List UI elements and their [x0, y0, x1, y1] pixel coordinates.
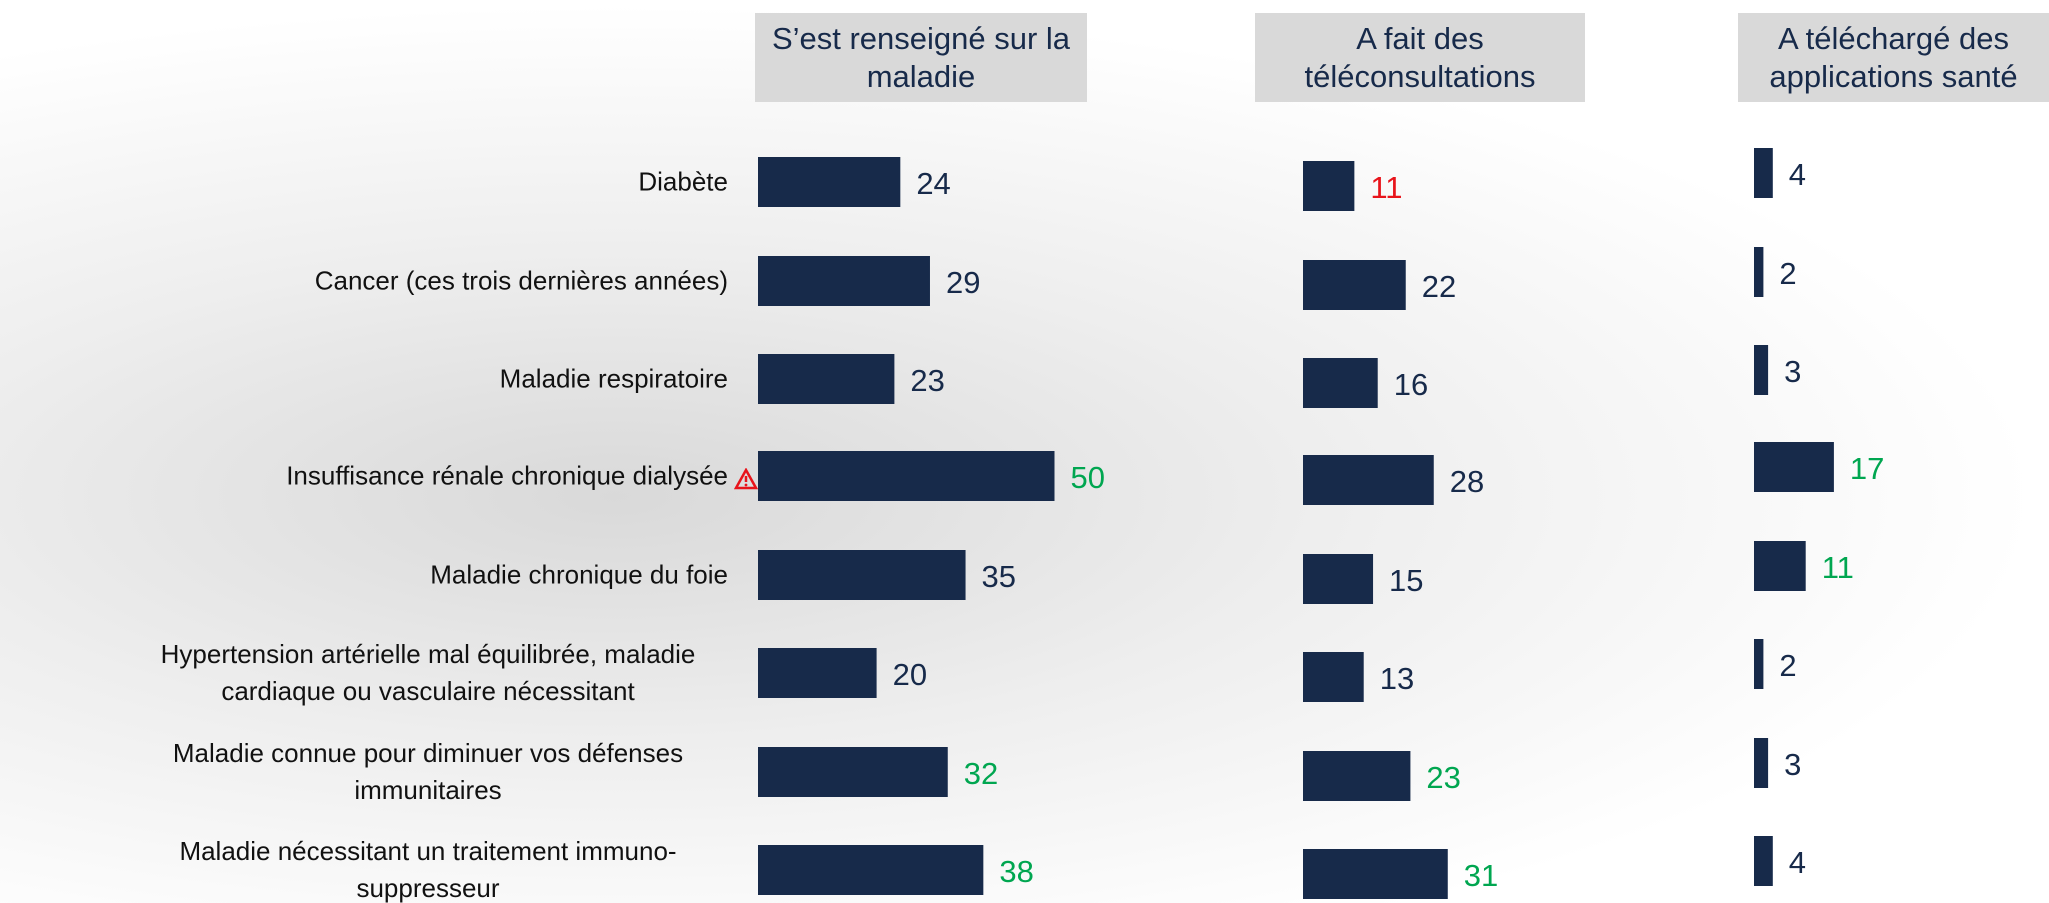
category-text: Hypertension artérielle mal équilibrée, … [128, 636, 728, 710]
value-label: 29 [946, 265, 980, 300]
category-label: Maladie connue pour diminuer vos défense… [88, 735, 728, 809]
bar [758, 550, 966, 600]
category-label: Diabète [88, 164, 728, 201]
category-text: Maladie respiratoire [500, 361, 728, 398]
value-label: 16 [1394, 367, 1428, 402]
bar [1754, 639, 1763, 689]
value-label: 35 [982, 559, 1016, 594]
category-label: Cancer (ces trois dernières années) [88, 263, 728, 300]
chart: 2429235035203238112216281513233142317112… [0, 0, 2049, 903]
bar [1303, 161, 1354, 211]
bar [1754, 836, 1773, 886]
category-text: Insuffisance rénale chronique dialysée [286, 458, 728, 495]
value-label: 17 [1850, 451, 1884, 486]
value-label: 3 [1784, 747, 1801, 782]
bar [758, 451, 1055, 501]
category-label: Maladie chronique du foie [88, 557, 728, 594]
value-label: 23 [1426, 760, 1460, 795]
bar [1754, 738, 1768, 788]
category-label: Insuffisance rénale chronique dialysée [88, 458, 728, 495]
category-text: Maladie chronique du foie [430, 557, 728, 594]
value-label: 20 [893, 657, 927, 692]
bar [1754, 541, 1806, 591]
value-label: 11 [1822, 550, 1854, 585]
value-label: 24 [916, 166, 950, 201]
category-label: Maladie nécessitant un traitement immuno… [88, 833, 728, 903]
category-text: Diabète [638, 164, 728, 201]
bar [1303, 455, 1434, 505]
category-text: Cancer (ces trois dernières années) [315, 263, 728, 300]
bar [758, 648, 877, 698]
bar [1303, 849, 1448, 899]
bar [1754, 345, 1768, 395]
value-label: 3 [1784, 354, 1801, 389]
bar [758, 845, 983, 895]
bar [1303, 358, 1378, 408]
value-label: 50 [1071, 460, 1105, 495]
value-label: 13 [1380, 661, 1414, 696]
value-label: 28 [1450, 464, 1484, 499]
series-header: A téléchargé des applications santé [1738, 13, 2049, 102]
value-label: 2 [1779, 256, 1796, 291]
bar [1303, 652, 1364, 702]
value-label: 4 [1789, 157, 1806, 192]
bar [1303, 751, 1410, 801]
series-header: A fait des téléconsultations [1255, 13, 1585, 102]
value-label: 32 [964, 756, 998, 791]
category-text: Maladie nécessitant un traitement immuno… [128, 833, 728, 903]
value-label: 4 [1789, 845, 1806, 880]
bar [758, 256, 930, 306]
value-label: 31 [1464, 858, 1498, 893]
value-label: 38 [999, 854, 1033, 889]
value-label: 11 [1370, 170, 1402, 205]
bar [1754, 247, 1763, 297]
series-header: S’est renseigné sur la maladie [755, 13, 1087, 102]
bar [1303, 554, 1373, 604]
value-label: 15 [1389, 563, 1423, 598]
bar [758, 157, 900, 207]
bar [758, 354, 894, 404]
value-label: 2 [1779, 648, 1796, 683]
value-label: 22 [1422, 269, 1456, 304]
value-label: 23 [910, 363, 944, 398]
category-text: Maladie connue pour diminuer vos défense… [128, 735, 728, 809]
bar [758, 747, 948, 797]
category-label: Maladie respiratoire [88, 361, 728, 398]
category-label: Hypertension artérielle mal équilibrée, … [88, 636, 728, 710]
bar [1754, 148, 1773, 198]
bar [1303, 260, 1406, 310]
bar [1754, 442, 1834, 492]
